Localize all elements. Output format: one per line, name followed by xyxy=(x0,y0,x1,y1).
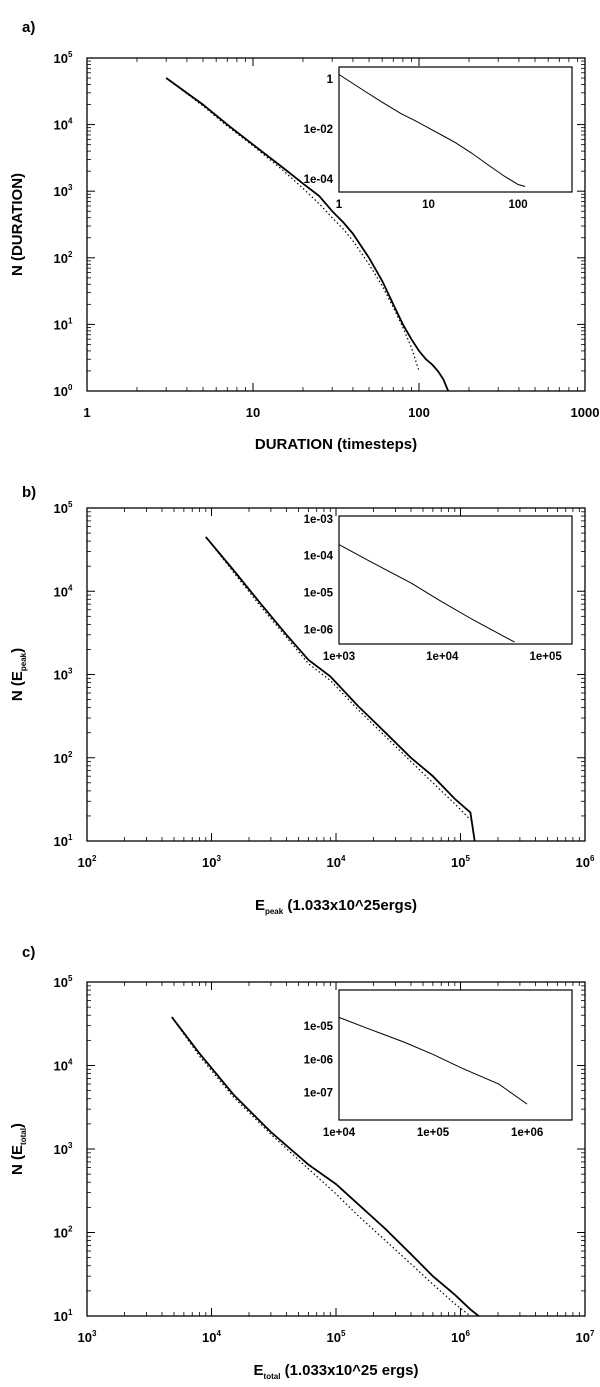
inset-frame xyxy=(338,515,573,645)
y-tick-label: 101 xyxy=(54,316,73,332)
y-axis-label: N (Epeak) xyxy=(9,648,28,701)
x-tick-label: 1000 xyxy=(571,405,600,420)
inset-x-tick-label: 100 xyxy=(508,199,527,211)
inset-line xyxy=(338,1016,528,1105)
panel-label: c) xyxy=(22,944,35,961)
y-tick-label: 104 xyxy=(54,583,73,599)
x-tick-label: 103 xyxy=(78,1329,97,1345)
y-tick-label: 103 xyxy=(54,667,73,683)
inset-x-tick-label: 1e+03 xyxy=(323,651,355,663)
x-tick-label: 100 xyxy=(408,405,430,420)
inset-line xyxy=(338,544,515,643)
panel-c: c) 103 104 105 106 107 101 102 103 104 105 Etotal (… xyxy=(9,944,595,1381)
x-tick-label: 107 xyxy=(576,1329,595,1345)
inset-y-tick-label: 1e-04 xyxy=(304,551,334,563)
x-tick-label: 106 xyxy=(576,854,595,870)
y-tick-label: 105 xyxy=(54,500,73,516)
panel-label: a) xyxy=(22,19,35,36)
y-tick-label: 102 xyxy=(54,1225,73,1241)
inset-frame xyxy=(338,989,573,1121)
data-line xyxy=(165,77,450,391)
inset-y-tick-label: 1e-07 xyxy=(304,1088,333,1100)
x-tick-label: 10 xyxy=(246,405,260,420)
inset-x-tick-label: 1e+04 xyxy=(426,651,459,663)
plot-frame xyxy=(86,57,586,392)
y-tick-label: 104 xyxy=(54,1058,73,1074)
y-tick-label: 100 xyxy=(54,383,73,399)
x-tick-label: 104 xyxy=(202,1329,221,1345)
inset-x-tick-label: 1e+05 xyxy=(417,1127,450,1139)
inset-y-tick-label: 1e-03 xyxy=(304,514,333,526)
y-tick-label: 103 xyxy=(54,1141,73,1157)
y-tick-label: 104 xyxy=(54,117,73,133)
panel-label: b) xyxy=(22,484,36,501)
x-tick-label: 105 xyxy=(327,1329,346,1345)
inset-y-tick-label: 1e-06 xyxy=(304,1054,333,1066)
inset-line xyxy=(338,74,526,187)
model-fit-line xyxy=(171,1016,471,1316)
x-tick-label: 102 xyxy=(78,854,97,870)
y-axis-label: N (DURATION) xyxy=(9,173,26,276)
x-tick-label: 105 xyxy=(451,854,470,870)
x-tick-label: 104 xyxy=(327,854,346,870)
inset-x-tick-label: 1e+04 xyxy=(323,1127,356,1139)
x-axis-label: DURATION (timesteps) xyxy=(255,436,417,453)
y-tick-label: 102 xyxy=(54,750,73,766)
inset-x-tick-label: 1e+06 xyxy=(511,1127,543,1139)
y-tick-label: 103 xyxy=(54,183,73,199)
inset-x-tick-label: 1 xyxy=(336,199,343,211)
x-tick-label: 1 xyxy=(83,405,90,420)
panel-b: b) 102 103 104 105 106 101 102 103 104 105 Epeak (1… xyxy=(9,484,595,916)
y-tick-label: 102 xyxy=(54,250,73,266)
x-axis-label: Epeak (1.033x10^25ergs) xyxy=(255,897,417,916)
inset-y-tick-label: 1 xyxy=(327,74,334,86)
x-tick-label: 106 xyxy=(451,1329,470,1345)
model-fit-line xyxy=(165,77,420,372)
inset-y-tick-label: 1e-05 xyxy=(304,588,334,600)
inset-y-tick-label: 1e-02 xyxy=(304,124,333,136)
data-line xyxy=(205,536,476,841)
inset-x-tick-label: 10 xyxy=(422,199,435,211)
y-axis-label: N (Etotal) xyxy=(9,1123,28,1175)
inset-x-tick-label: 1e+05 xyxy=(529,651,562,663)
y-tick-label: 105 xyxy=(54,50,73,66)
y-tick-label: 101 xyxy=(54,1308,73,1324)
x-tick-label: 103 xyxy=(202,854,221,870)
inset-y-tick-label: 1e-04 xyxy=(304,174,334,186)
inset-y-tick-label: 1e-06 xyxy=(304,624,333,636)
x-axis-label: Etotal (1.033x10^25 ergs) xyxy=(254,1362,419,1381)
y-tick-label: 105 xyxy=(54,974,73,990)
inset-frame xyxy=(338,66,573,193)
model-fit-line xyxy=(205,536,471,821)
y-tick-label: 101 xyxy=(54,833,73,849)
inset-y-tick-label: 1e-05 xyxy=(304,1021,334,1033)
data-line xyxy=(171,1016,480,1316)
